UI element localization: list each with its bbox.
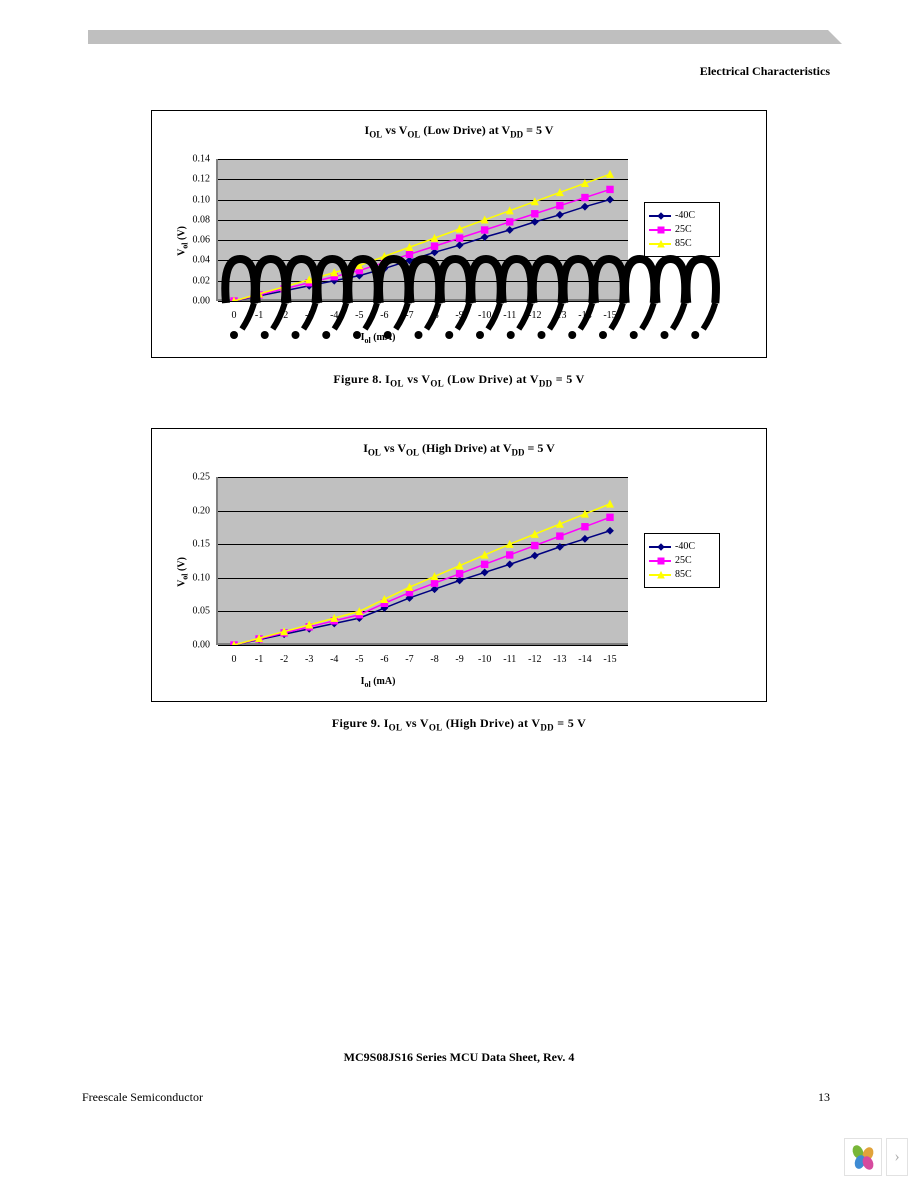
chart1-plot: 0.000.020.040.060.080.100.120.14Vol (V)I… bbox=[216, 159, 716, 323]
chart2-plot: 0.000.050.100.150.200.25Vol (V)Iol (mA)0… bbox=[216, 477, 716, 667]
header-bar bbox=[88, 30, 828, 44]
chevron-right-icon[interactable]: › bbox=[886, 1138, 908, 1176]
chart1-title: IOL vs VOL (Low Drive) at VDD = 5 V bbox=[152, 111, 766, 139]
legend-item: 25C bbox=[649, 224, 715, 235]
chart-high-drive: IOL vs VOL (High Drive) at VDD = 5 V 0.0… bbox=[151, 428, 767, 702]
brand-widget[interactable]: › bbox=[844, 1138, 908, 1176]
footer-title: MC9S08JS16 Series MCU Data Sheet, Rev. 4 bbox=[0, 1050, 918, 1065]
legend-item: -40C bbox=[649, 541, 715, 552]
petal-4 bbox=[861, 1155, 876, 1172]
legend-item: 85C bbox=[649, 238, 715, 249]
page: Electrical Characteristics IOL vs VOL (L… bbox=[0, 0, 918, 1188]
section-header: Electrical Characteristics bbox=[700, 64, 830, 79]
footer-vendor: Freescale Semiconductor bbox=[82, 1090, 203, 1105]
brand-logo-icon[interactable] bbox=[844, 1138, 882, 1176]
chart2-caption: Figure 9. IOL vs VOL (High Drive) at VDD… bbox=[0, 716, 918, 732]
legend: -40C 25C 85C bbox=[644, 533, 720, 588]
chart1-caption: Figure 8. IOL vs VOL (Low Drive) at VDD … bbox=[0, 372, 918, 388]
legend: -40C 25C 85C bbox=[644, 202, 720, 257]
legend-item: -40C bbox=[649, 210, 715, 221]
legend-item: 85C bbox=[649, 569, 715, 580]
chart2-title: IOL vs VOL (High Drive) at VDD = 5 V bbox=[152, 429, 766, 457]
page-number: 13 bbox=[818, 1090, 830, 1105]
chart-low-drive: IOL vs VOL (Low Drive) at VDD = 5 V 0.00… bbox=[151, 110, 767, 358]
legend-item: 25C bbox=[649, 555, 715, 566]
